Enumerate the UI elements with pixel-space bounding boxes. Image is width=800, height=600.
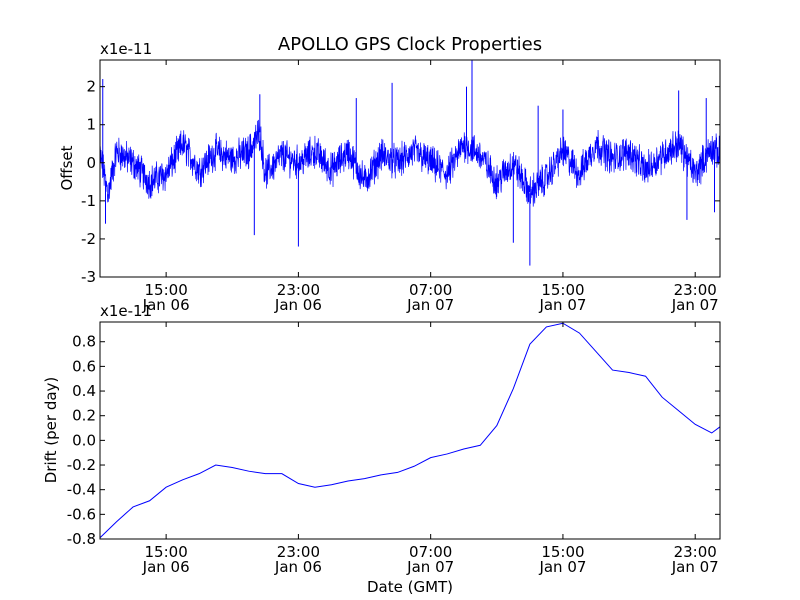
drift-y-ticks: -0.8 -0.6 -0.4 -0.2 0.0 0.2 0.4 0.6 0.8	[67, 333, 720, 548]
drift-x-tick-date-label: Jan 07	[406, 558, 454, 576]
offset-y-tick-label: -2	[81, 230, 96, 248]
drift-x-tick-date-label: Jan 07	[671, 558, 719, 576]
offset-x-tick-date-label: Jan 07	[538, 296, 586, 314]
offset-y-tick-label: -1	[81, 192, 96, 210]
chart-title: APOLLO GPS Clock Properties	[278, 34, 542, 55]
offset-y-tick-label: 2	[86, 78, 96, 96]
offset-axes-frame	[99, 59, 721, 278]
offset-y-tick-label: 0	[86, 154, 96, 172]
offset-y-tick-label: 1	[86, 116, 96, 134]
drift-scale-label: x1e-11	[100, 302, 152, 320]
drift-x-tick-time-label: 15:00	[541, 543, 584, 561]
offset-y-axis-label: Offset	[58, 145, 76, 190]
drift-y-tick-label: -0.6	[67, 505, 96, 523]
drift-series-line	[99, 322, 721, 539]
offset-series-line	[99, 119, 721, 207]
offset-x-tick-date-label: Jan 06	[274, 296, 322, 314]
drift-axes-frame	[99, 321, 721, 540]
offset-x-tick-date-label: Jan 06	[142, 296, 190, 314]
drift-y-tick-label: 0.0	[72, 431, 96, 449]
drift-y-tick-label: -0.2	[67, 456, 96, 474]
drift-panel: x1e-11 -0.8 -0.6 -0.4 -0.2 0.0 0.2 0.4 0.6 0.8 1…	[42, 302, 721, 596]
drift-y-tick-label: 0.2	[72, 407, 96, 425]
drift-y-tick-label: 0.4	[72, 382, 96, 400]
drift-x-tick-date-label: Jan 06	[142, 558, 190, 576]
drift-x-tick-time-label: 07:00	[409, 543, 452, 561]
drift-x-axis-label: Date (GMT)	[367, 578, 453, 596]
offset-scale-label: x1e-11	[100, 40, 152, 58]
offset-x-tick-date-label: Jan 07	[406, 296, 454, 314]
drift-y-tick-label: 0.8	[72, 333, 96, 351]
drift-y-axis-label: Drift (per day)	[42, 377, 60, 484]
drift-x-tick-date-label: Jan 07	[538, 558, 586, 576]
offset-x-tick-time-label: 23:00	[674, 281, 717, 299]
offset-series-group	[99, 60, 721, 266]
offset-x-tick-time-label: 07:00	[409, 281, 452, 299]
offset-x-tick-time-label: 15:00	[541, 281, 584, 299]
drift-y-tick-label: -0.4	[67, 481, 96, 499]
drift-x-tick-time-label: 23:00	[674, 543, 717, 561]
offset-x-tick-time-label: 23:00	[277, 281, 320, 299]
drift-x-tick-time-label: 15:00	[145, 543, 188, 561]
drift-y-tick-label: -0.8	[67, 530, 96, 548]
drift-x-tick-date-label: Jan 06	[274, 558, 322, 576]
offset-x-tick-date-label: Jan 07	[671, 296, 719, 314]
offset-y-tick-label: -3	[81, 268, 96, 286]
drift-x-tick-time-label: 23:00	[277, 543, 320, 561]
offset-x-tick-time-label: 15:00	[145, 281, 188, 299]
drift-y-tick-label: 0.6	[72, 357, 96, 375]
offset-y-ticks: -3 -2 -1 0 1 2	[81, 78, 720, 286]
drift-series-group	[99, 322, 721, 539]
